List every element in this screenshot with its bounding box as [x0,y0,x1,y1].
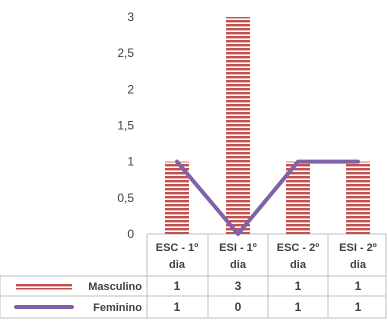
y-axis: 0 0,5 1 1,5 2 2,5 3 [117,10,386,241]
x-category-label: ESC - 2º [277,242,320,254]
y-tick-label: 1 [127,155,134,169]
x-category-label: ESC - 1º [156,242,199,254]
legend-label-masculino: Masculino [88,281,142,293]
table-cell-value: 3 [235,279,242,293]
x-category-label: ESI - 2º [339,242,377,254]
y-tick-label: 1,5 [117,119,134,133]
x-category-label: ESI - 1º [219,242,257,254]
bar-series-masculino [165,17,370,234]
x-category-label: dia [169,259,186,271]
legend-label-feminino: Feminino [93,302,142,314]
data-table: ESC - 1º dia ESI - 1º dia ESC - 2º dia ESI - 2… [0,234,387,319]
y-tick-label: 2 [127,82,134,96]
bar-masculino [226,17,250,234]
table-cell-value: 1 [355,300,362,314]
line-feminino [175,159,360,236]
x-category-label: dia [350,259,367,271]
table-cell-value: 1 [295,279,302,293]
line-series-feminino [175,159,360,236]
legend-key-masculino [16,282,72,290]
y-tick-label: 2,5 [117,46,134,60]
y-tick-label: 3 [127,10,134,24]
table-cell-value: 0 [235,300,242,314]
y-tick-label: 0 [127,227,134,241]
y-tick-label: 0,5 [117,191,134,205]
x-category-label: dia [230,259,247,271]
table-cell-value: 1 [174,300,181,314]
table-cell-value: 1 [295,300,302,314]
bar-masculino [346,161,370,234]
table-cell-value: 1 [355,279,362,293]
table-cell-value: 1 [174,279,181,293]
x-category-label: dia [290,259,307,271]
